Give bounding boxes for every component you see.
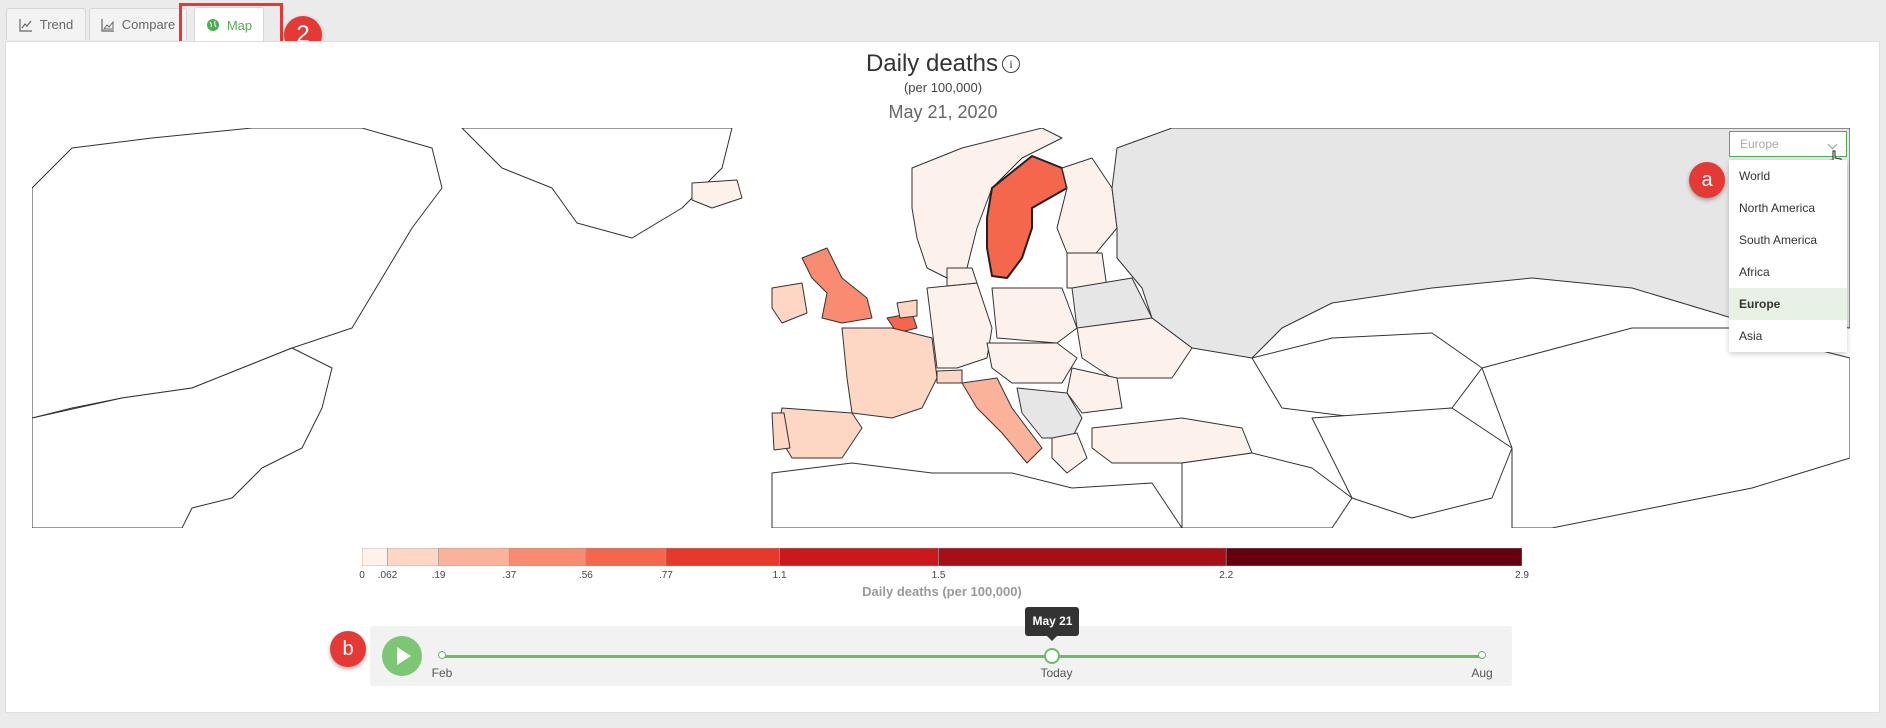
legend-ticks: 0 .062 .19 .37 .56 .77 1.1 1.5 2.2 2.9 xyxy=(359,570,1529,584)
region-select-value: Europe xyxy=(1740,137,1779,151)
legend-tick-label: .37 xyxy=(502,570,517,581)
info-icon[interactable]: i xyxy=(1002,55,1021,73)
country-finland xyxy=(1056,157,1118,259)
country-spain xyxy=(776,407,863,459)
timeline-track[interactable] xyxy=(442,655,1482,658)
country-china-mongolia xyxy=(1481,327,1850,528)
callout-b: b xyxy=(330,631,366,667)
country-ukraine xyxy=(1076,317,1193,379)
legend-tick-label: .19 xyxy=(431,570,446,581)
country-portugal xyxy=(771,412,791,451)
country-norway xyxy=(911,128,1063,279)
country-czechia-austria-hungary xyxy=(986,342,1078,384)
country-poland xyxy=(991,287,1078,344)
legend-tick-label: 2.2 xyxy=(1219,570,1234,581)
country-middle-east xyxy=(1181,452,1353,528)
color-legend xyxy=(362,548,1522,566)
timeline-current-label: Today xyxy=(1040,666,1073,680)
region-select[interactable]: Europe xyxy=(1729,131,1847,157)
page-subtitle: (per 100,000) xyxy=(903,80,983,95)
tab-trend-label: Trend xyxy=(39,17,74,32)
legend-bin xyxy=(938,548,1227,566)
legend-title: Daily deaths (per 100,000) xyxy=(862,584,1022,599)
play-button[interactable] xyxy=(382,636,422,676)
country-iceland xyxy=(691,179,743,209)
legend-bin xyxy=(1225,548,1522,566)
map-date: May 21, 2020 xyxy=(888,102,998,122)
legend-bin xyxy=(665,548,780,566)
country-ireland xyxy=(771,282,808,324)
country-greenland xyxy=(461,128,733,239)
country-uk xyxy=(801,247,873,324)
legend-bin xyxy=(362,548,388,566)
chevron-down-icon xyxy=(1827,139,1838,150)
country-germany xyxy=(926,282,993,369)
country-sweden xyxy=(986,155,1068,279)
country-switzerland xyxy=(936,369,963,384)
page-title: Daily deaths i xyxy=(0,50,1886,78)
country-greece xyxy=(1051,432,1088,474)
country-russia xyxy=(1111,128,1850,359)
timeline-end-knob xyxy=(1478,651,1486,659)
country-italy xyxy=(961,377,1043,464)
choropleth-map[interactable] xyxy=(32,128,1850,528)
region-dropdown: World North America South America Africa Eur… xyxy=(1729,160,1847,352)
legend-tick-label: 2.9 xyxy=(1515,570,1529,581)
timeline-tooltip: May 21 xyxy=(1025,607,1080,641)
region-option-world[interactable]: World xyxy=(1739,169,1771,183)
globe-icon xyxy=(206,19,219,31)
legend-bin xyxy=(509,548,587,566)
region-option-south-america[interactable]: South America xyxy=(1739,233,1818,247)
tab-trend[interactable]: Trend xyxy=(6,8,86,40)
line-chart-icon xyxy=(19,18,32,32)
timeline-handle[interactable] xyxy=(1044,648,1061,664)
region-option-europe[interactable]: Europe xyxy=(1729,288,1847,320)
country-netherlands xyxy=(896,299,918,319)
tab-map-label: Map xyxy=(226,17,253,33)
country-romania xyxy=(1066,367,1123,414)
legend-tick-label: .77 xyxy=(658,570,673,581)
legend-tick-label: .062 xyxy=(377,570,398,581)
legend-bin xyxy=(779,548,939,566)
timeline-start-label: Feb xyxy=(431,666,453,680)
timeline-start-knob xyxy=(438,651,446,659)
tab-bar: Trend Compare Map xyxy=(0,0,1886,42)
title-text: Daily deaths xyxy=(865,50,999,77)
country-central-asia xyxy=(1311,407,1513,519)
legend-tick-label: 0 xyxy=(359,570,365,581)
legend-bin xyxy=(387,548,439,566)
country-france xyxy=(841,327,938,419)
country-kazakhstan xyxy=(1251,332,1483,419)
country-africa-north xyxy=(771,462,1183,528)
legend-bin xyxy=(585,548,667,566)
region-option-africa[interactable]: Africa xyxy=(1739,265,1770,279)
area-chart-icon xyxy=(101,18,114,32)
country-usa xyxy=(32,347,333,528)
tab-compare-label: Compare xyxy=(121,17,176,32)
timeline-end-label: Aug xyxy=(1471,666,1493,680)
legend-tick-label: 1.5 xyxy=(931,570,946,581)
legend-tick-label: 1.1 xyxy=(772,570,787,581)
callout-a: a xyxy=(1689,162,1725,198)
legend-bin xyxy=(438,548,510,566)
region-option-north-america[interactable]: North America xyxy=(1739,201,1816,215)
legend-tick-label: .56 xyxy=(578,570,593,581)
tab-compare[interactable]: Compare xyxy=(89,8,187,40)
country-denmark xyxy=(946,267,978,287)
tab-map[interactable]: Map xyxy=(194,7,264,42)
region-option-asia[interactable]: Asia xyxy=(1739,329,1763,343)
